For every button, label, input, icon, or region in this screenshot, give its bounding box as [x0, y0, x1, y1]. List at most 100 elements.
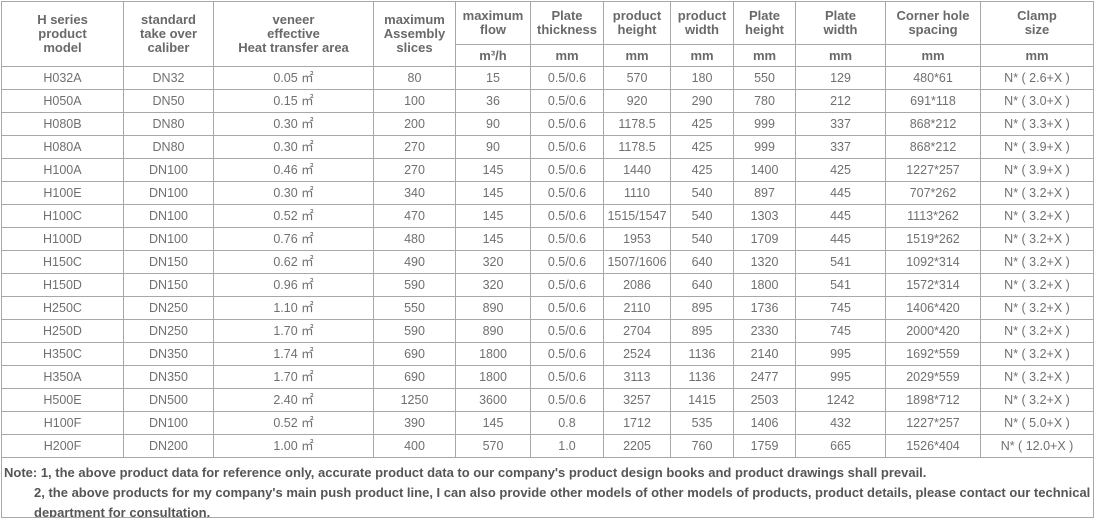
cell-corner_spacing: 480*61 — [885, 66, 981, 90]
cell-flow: 90 — [455, 112, 531, 136]
cell-caliber: DN150 — [123, 273, 214, 297]
column-header-flow: maximum flow — [455, 1, 531, 45]
cell-plate_height: 1320 — [733, 250, 796, 274]
column-header-plate-height: Plate height — [733, 1, 796, 45]
cell-plate_width: 129 — [795, 66, 886, 90]
cell-corner_spacing: 691*118 — [885, 89, 981, 113]
cell-flow: 145 — [455, 227, 531, 251]
cell-slices: 340 — [373, 181, 456, 205]
cell-model: H150D — [1, 273, 124, 297]
cell-corner_spacing: 1572*314 — [885, 273, 981, 297]
cell-plate_width: 745 — [795, 319, 886, 343]
table-row: H500E DN500 2.40 ㎡ 1250 3600 0.5/0.6 3257 1415 2… — [1, 388, 1094, 412]
cell-clamp_size: N* ( 3.0+X ) — [980, 89, 1094, 113]
cell-flow: 90 — [455, 135, 531, 159]
cell-caliber: DN250 — [123, 296, 214, 320]
cell-area: 0.05 ㎡ — [213, 66, 374, 90]
header-unit-row: m³/h mm mm mm mm mm mm mm — [2, 44, 1094, 67]
cell-plate_width: 425 — [795, 158, 886, 182]
cell-area: 0.52 ㎡ — [213, 411, 374, 435]
cell-plate_width: 1242 — [795, 388, 886, 412]
cell-thickness: 0.5/0.6 — [530, 112, 604, 136]
cell-product_height: 1507/1606 — [603, 250, 671, 274]
table-row: H100D DN100 0.76 ㎡ 480 145 0.5/0.6 1953 540 1709… — [1, 227, 1094, 251]
cell-caliber: DN100 — [123, 227, 214, 251]
cell-model: H500E — [1, 388, 124, 412]
cell-plate_height: 1759 — [733, 434, 796, 458]
table-header: H series product model standard take ove… — [1, 1, 1094, 67]
cell-area: 2.40 ㎡ — [213, 388, 374, 412]
cell-product_width: 425 — [670, 135, 734, 159]
cell-product_width: 540 — [670, 227, 734, 251]
cell-model: H100A — [1, 158, 124, 182]
cell-slices: 690 — [373, 365, 456, 389]
cell-area: 1.10 ㎡ — [213, 296, 374, 320]
unit-clamp-size: mm — [980, 44, 1094, 67]
cell-slices: 550 — [373, 296, 456, 320]
cell-flow: 890 — [455, 296, 531, 320]
cell-corner_spacing: 1898*712 — [885, 388, 981, 412]
cell-flow: 145 — [455, 411, 531, 435]
cell-thickness: 0.5/0.6 — [530, 158, 604, 182]
cell-product_width: 1136 — [670, 342, 734, 366]
cell-slices: 270 — [373, 158, 456, 182]
cell-plate_height: 550 — [733, 66, 796, 90]
unit-plate-height: mm — [733, 44, 796, 67]
table-row: H080A DN80 0.30 ㎡ 270 90 0.5/0.6 1178.5 425 999 3… — [1, 135, 1094, 159]
cell-slices: 1250 — [373, 388, 456, 412]
cell-area: 0.96 ㎡ — [213, 273, 374, 297]
cell-plate_height: 999 — [733, 135, 796, 159]
cell-product_width: 640 — [670, 250, 734, 274]
table-row: H100A DN100 0.46 ㎡ 270 145 0.5/0.6 1440 425 1400… — [1, 158, 1094, 182]
cell-model: H080B — [1, 112, 124, 136]
cell-plate_height: 2330 — [733, 319, 796, 343]
cell-plate_width: 432 — [795, 411, 886, 435]
cell-caliber: DN100 — [123, 158, 214, 182]
cell-clamp_size: N* ( 3.2+X ) — [980, 296, 1094, 320]
cell-product_width: 1415 — [670, 388, 734, 412]
footnote: Note: 1, the above product data for refe… — [1, 457, 1094, 518]
cell-thickness: 0.5/0.6 — [530, 365, 604, 389]
cell-area: 0.30 ㎡ — [213, 181, 374, 205]
cell-flow: 570 — [455, 434, 531, 458]
cell-plate_height: 780 — [733, 89, 796, 113]
cell-model: H100F — [1, 411, 124, 435]
cell-clamp_size: N* ( 3.2+X ) — [980, 365, 1094, 389]
cell-product_width: 895 — [670, 319, 734, 343]
cell-product_height: 1515/1547 — [603, 204, 671, 228]
column-header-product-height: product height — [603, 1, 671, 45]
cell-product_width: 535 — [670, 411, 734, 435]
cell-product_width: 540 — [670, 181, 734, 205]
cell-corner_spacing: 2029*559 — [885, 365, 981, 389]
cell-slices: 80 — [373, 66, 456, 90]
cell-plate_width: 995 — [795, 365, 886, 389]
cell-caliber: DN200 — [123, 434, 214, 458]
cell-product_height: 2524 — [603, 342, 671, 366]
cell-thickness: 0.5/0.6 — [530, 135, 604, 159]
footnote-line-1: Note: 1, the above product data for refe… — [4, 465, 927, 480]
cell-clamp_size: N* ( 3.2+X ) — [980, 181, 1094, 205]
cell-flow: 3600 — [455, 388, 531, 412]
cell-thickness: 0.5/0.6 — [530, 342, 604, 366]
table-row: H050A DN50 0.15 ㎡ 100 36 0.5/0.6 920 290 780 212 6… — [1, 89, 1094, 113]
cell-model: H080A — [1, 135, 124, 159]
table-row: H350C DN350 1.74 ㎡ 690 1800 0.5/0.6 2524 1136 21… — [1, 342, 1094, 366]
column-header-plate-width: Plate width — [795, 1, 886, 45]
cell-thickness: 0.8 — [530, 411, 604, 435]
cell-area: 0.52 ㎡ — [213, 204, 374, 228]
cell-product_width: 895 — [670, 296, 734, 320]
cell-plate_width: 665 — [795, 434, 886, 458]
cell-corner_spacing: 1227*257 — [885, 158, 981, 182]
cell-model: H032A — [1, 66, 124, 90]
cell-caliber: DN100 — [123, 204, 214, 228]
cell-caliber: DN250 — [123, 319, 214, 343]
cell-product_height: 1712 — [603, 411, 671, 435]
table-row: H100C DN100 0.52 ㎡ 470 145 0.5/0.6 1515/1547 54… — [1, 204, 1094, 228]
table-row: H250D DN250 1.70 ㎡ 590 890 0.5/0.6 2704 895 2330… — [1, 319, 1094, 343]
cell-area: 0.46 ㎡ — [213, 158, 374, 182]
column-header-slices: maximum Assembly slices — [373, 1, 456, 67]
cell-flow: 890 — [455, 319, 531, 343]
cell-slices: 480 — [373, 227, 456, 251]
cell-model: H100C — [1, 204, 124, 228]
cell-area: 0.30 ㎡ — [213, 135, 374, 159]
